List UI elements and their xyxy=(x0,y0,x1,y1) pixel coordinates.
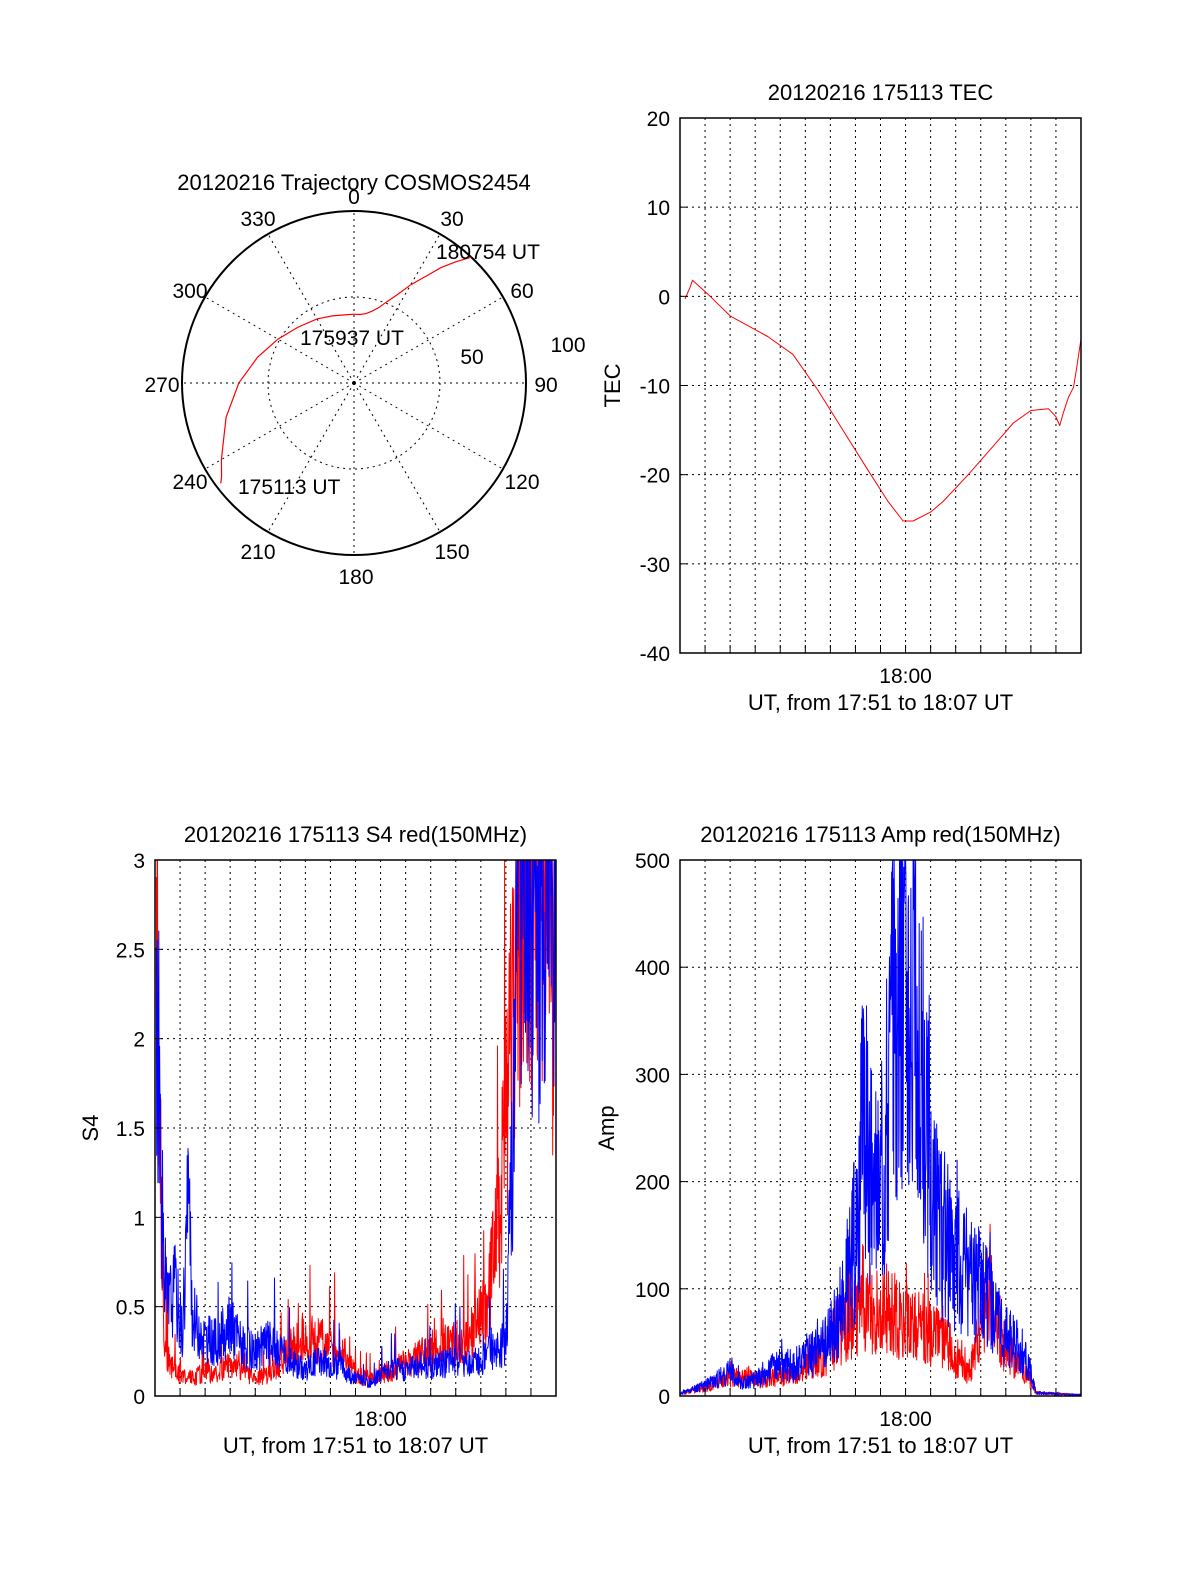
x-tick-label: 18:00 xyxy=(879,665,932,688)
amp-plot: 20120216 175113 Amp red(150MHz) 500 400 300… xyxy=(594,822,1082,1458)
tec-ylabel: TEC xyxy=(600,363,625,407)
polar-spoke xyxy=(267,233,355,384)
y-tick-label: 20 xyxy=(647,108,670,131)
y-tick-label: 3 xyxy=(133,850,145,873)
s4-xlabel: UT, from 17:51 to 18:07 UT xyxy=(223,1433,488,1458)
amp-series-blue xyxy=(679,859,1082,1396)
tec-xlabel: UT, from 17:51 to 18:07 UT xyxy=(748,690,1013,715)
azimuth-label: 0 xyxy=(348,186,360,209)
y-tick-label: 2.5 xyxy=(116,939,145,962)
azimuth-label: 300 xyxy=(172,280,207,303)
y-tick-label: -40 xyxy=(640,643,670,666)
trajectory-title: 20120216 Trajectory COSMOS2454 xyxy=(177,170,530,195)
y-tick-label: -20 xyxy=(640,465,670,488)
y-tick-label: 0 xyxy=(658,1386,670,1409)
y-tick-label: 0.5 xyxy=(116,1297,145,1320)
s4-ylabel: S4 xyxy=(78,1115,103,1142)
polar-spoke xyxy=(204,382,355,470)
s4-plot: 20120216 175113 S4 red(150MHz) 3 2.5 2 1.5 1 0… xyxy=(78,822,557,1458)
tec-plot: 20120216 175113 TEC 20 10 0 -10 -20 -30 -40 18:0… xyxy=(600,80,1082,715)
x-tick-label: 18:00 xyxy=(879,1408,932,1431)
x-tick-label: 18:00 xyxy=(354,1408,407,1431)
y-tick-label: 0 xyxy=(658,286,670,309)
s4-title: 20120216 175113 S4 red(150MHz) xyxy=(184,822,527,847)
s4-series-blue xyxy=(155,859,556,1389)
azimuth-label: 120 xyxy=(504,471,539,494)
radial-label: 100 xyxy=(550,334,585,357)
y-tick-label: -30 xyxy=(640,554,670,577)
polar-spoke xyxy=(353,382,441,533)
tec-title: 20120216 175113 TEC xyxy=(768,80,994,105)
azimuth-label: 90 xyxy=(534,374,557,397)
trajectory-line xyxy=(220,256,472,484)
trajectory-annotation: 175937 UT xyxy=(300,327,404,350)
y-tick-label: 400 xyxy=(635,957,670,980)
tec-series-red xyxy=(684,279,1082,522)
y-tick-label: 300 xyxy=(635,1064,670,1087)
y-tick-label: -10 xyxy=(640,376,670,399)
y-tick-label: 1.5 xyxy=(116,1118,145,1141)
y-tick-label: 0 xyxy=(133,1386,145,1409)
trajectory-annotation: 175113 UT xyxy=(238,476,341,499)
polar-inner-circle xyxy=(267,296,441,470)
polar-outer-circle xyxy=(181,210,527,556)
azimuth-label: 270 xyxy=(144,374,179,397)
y-tick-label: 100 xyxy=(635,1279,670,1302)
polar-spoke xyxy=(267,382,355,533)
polar-spoke xyxy=(353,382,504,470)
amp-title: 20120216 175113 Amp red(150MHz) xyxy=(700,822,1060,847)
polar-spoke xyxy=(353,296,504,384)
amp-series-red xyxy=(679,1223,1081,1396)
azimuth-label: 30 xyxy=(440,208,463,231)
azimuth-label: 240 xyxy=(172,471,207,494)
polar-spoke xyxy=(353,233,441,384)
amp-ylabel: Amp xyxy=(594,1105,619,1150)
y-tick-label: 500 xyxy=(635,850,670,873)
azimuth-label: 180 xyxy=(338,566,373,589)
polar-spoke xyxy=(204,296,355,384)
y-tick-label: 200 xyxy=(635,1172,670,1195)
azimuth-label: 330 xyxy=(240,208,275,231)
amp-xlabel: UT, from 17:51 to 18:07 UT xyxy=(748,1433,1013,1458)
radial-label: 50 xyxy=(460,346,483,369)
azimuth-label: 210 xyxy=(240,541,275,564)
y-tick-label: 2 xyxy=(133,1029,145,1052)
y-tick-label: 1 xyxy=(133,1207,145,1230)
trajectory-annotation: 180754 UT xyxy=(436,241,540,264)
azimuth-label: 60 xyxy=(510,280,533,303)
azimuth-label: 150 xyxy=(434,541,469,564)
y-tick-label: 10 xyxy=(647,197,670,220)
